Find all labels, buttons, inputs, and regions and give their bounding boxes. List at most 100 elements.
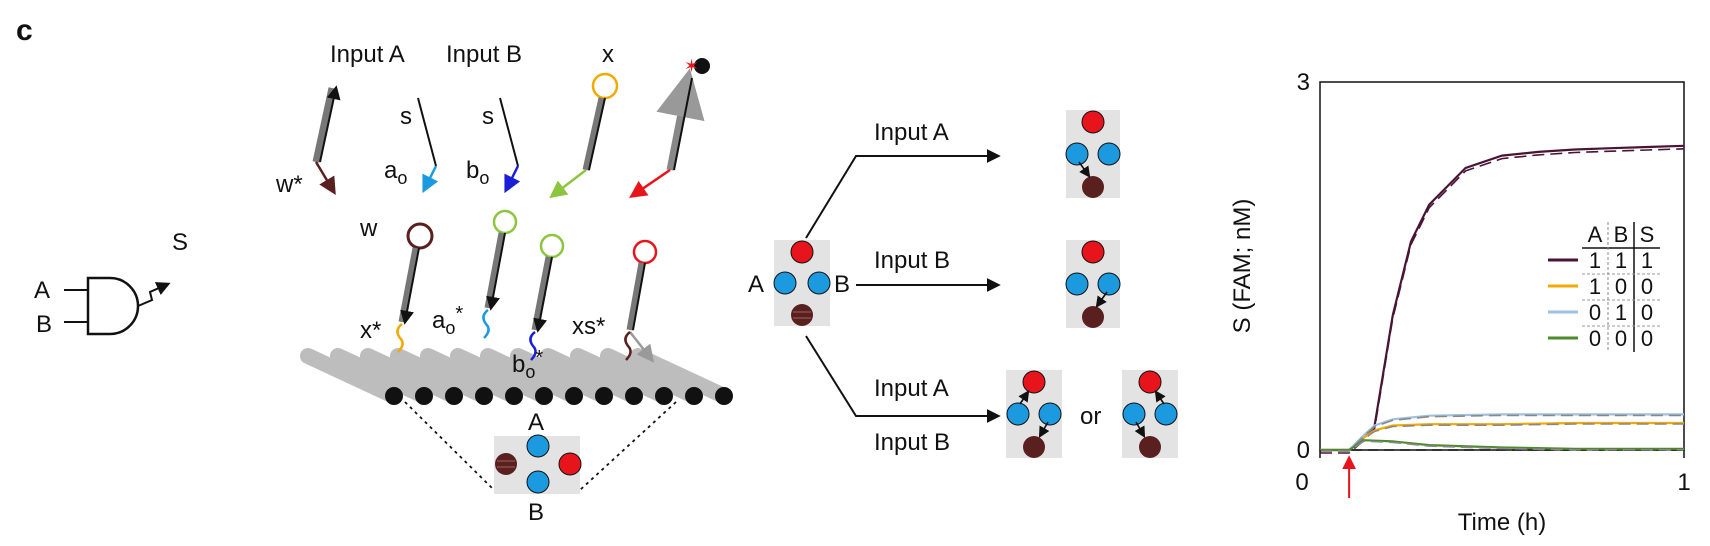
helix	[300, 348, 402, 404]
ao-star-label: ao*	[432, 303, 463, 338]
helix	[330, 348, 432, 404]
w-star-label: w*	[275, 171, 303, 198]
plot-frame	[1319, 81, 1685, 451]
y-tick-0: 0	[1297, 437, 1310, 464]
truth-cell: 1	[1615, 300, 1627, 325]
helix	[570, 348, 672, 404]
ao-star-mark: *	[455, 303, 463, 325]
origami-pos-a: A	[528, 409, 544, 436]
and-gate: A B S	[34, 229, 188, 338]
gate-input-a: A	[34, 277, 50, 304]
helix-end	[655, 387, 673, 405]
series-line-0	[1320, 144, 1685, 452]
start-b: B	[834, 271, 850, 298]
helix-end	[475, 387, 493, 405]
bo-sub: o	[479, 168, 489, 188]
kinetics-chart: 0 1 0 3 Time (h) S (FAM; nM) A B S1 1 11 0 00 1…	[1229, 69, 1691, 536]
x-axis-label: Time (h)	[1458, 509, 1546, 536]
bo-star-letter: b	[512, 351, 525, 378]
path2-label: Input B	[874, 247, 950, 274]
truth-table: A B S1 1 11 0 00 1 00 0 0	[1548, 222, 1660, 352]
helix	[360, 348, 462, 404]
helix-end	[685, 387, 703, 405]
reaction-pathways: A B Input A Input B Input A Input B or	[748, 110, 1178, 458]
truth-cell: 1	[1589, 248, 1601, 273]
bo-label: bo	[466, 157, 489, 188]
s-label-b: s	[482, 103, 494, 130]
x-tick-1: 1	[1677, 469, 1690, 496]
path1-label: Input A	[874, 119, 949, 146]
ao-hairpin-loop	[492, 209, 518, 235]
truth-cell: 0	[1615, 326, 1627, 351]
helix-end	[415, 387, 433, 405]
helix-bundle	[300, 348, 732, 404]
bo-star-sub: o	[525, 362, 535, 382]
truth-header-0: A	[1588, 222, 1603, 247]
ao-label: ao	[384, 157, 407, 188]
series-fit-3	[1320, 440, 1684, 452]
chart-marks	[1319, 144, 1685, 498]
helix	[390, 348, 492, 404]
helix	[420, 348, 522, 404]
x-label: x	[602, 41, 614, 68]
helix-end	[385, 387, 403, 405]
gate-output: S	[172, 229, 188, 256]
or-word: or	[1080, 403, 1101, 430]
truth-cell: 1	[1615, 248, 1627, 273]
truth-cell: 1	[1641, 248, 1653, 273]
input-a-label: Input A	[330, 41, 405, 68]
helix-ends	[385, 387, 733, 405]
ao-star-sub: o	[445, 318, 455, 338]
xs-hairpin-loop	[632, 239, 658, 265]
panel-label: c	[16, 14, 33, 47]
path3-label-top: Input A	[874, 375, 949, 402]
truth-cell: 0	[1589, 326, 1601, 351]
truth-cell: 0	[1641, 274, 1653, 299]
helix	[540, 348, 642, 404]
x-tick-0: 0	[1295, 469, 1308, 496]
truth-cell: 0	[1641, 326, 1653, 351]
helix	[450, 348, 552, 404]
input-strands: Input A Input B x w* s ao s bo ✶	[275, 41, 710, 199]
helix-end	[505, 387, 523, 405]
xs-star-label: xs*	[572, 313, 605, 340]
helix	[600, 348, 702, 404]
x-star-label: x*	[360, 317, 381, 344]
y-axis-label: S (FAM; nM)	[1229, 199, 1256, 334]
fluorophore-star-icon: ✶	[684, 56, 699, 76]
bo-star-mark: *	[535, 347, 543, 369]
helix	[480, 348, 582, 404]
bo-letter: b	[466, 157, 479, 184]
start-a: A	[748, 271, 764, 298]
helix-end	[445, 387, 463, 405]
helix-end	[535, 387, 553, 405]
helix-end	[715, 387, 733, 405]
x-hairpin-loop	[591, 72, 619, 100]
w-label: w	[359, 215, 378, 242]
truth-cell: 1	[1589, 274, 1601, 299]
series-fit-1	[1320, 423, 1684, 452]
path3-label-bottom: Input B	[874, 429, 950, 456]
ao-star-letter: a	[432, 307, 446, 334]
s-label-a: s	[400, 103, 412, 130]
helix-end	[595, 387, 613, 405]
helix-end	[625, 387, 643, 405]
truth-header-2: S	[1640, 222, 1655, 247]
ao-sub: o	[397, 168, 407, 188]
w-hairpin-loop	[406, 222, 434, 250]
helix-end	[565, 387, 583, 405]
y-tick-1: 3	[1297, 69, 1310, 96]
origami-pos-b: B	[528, 499, 544, 526]
helix	[510, 348, 612, 404]
input-b-label: Input B	[446, 41, 522, 68]
truth-cell: 0	[1641, 300, 1653, 325]
truth-cell: 0	[1615, 274, 1627, 299]
truth-cell: 0	[1589, 300, 1601, 325]
origami-platform: w x* ao* bo* xs* A B	[300, 209, 733, 526]
ao-letter: a	[384, 157, 398, 184]
series-fit-0	[1320, 148, 1685, 454]
gate-input-b: B	[36, 311, 52, 338]
bo-hairpin-loop	[539, 233, 565, 259]
series-line-3	[1320, 439, 1684, 452]
